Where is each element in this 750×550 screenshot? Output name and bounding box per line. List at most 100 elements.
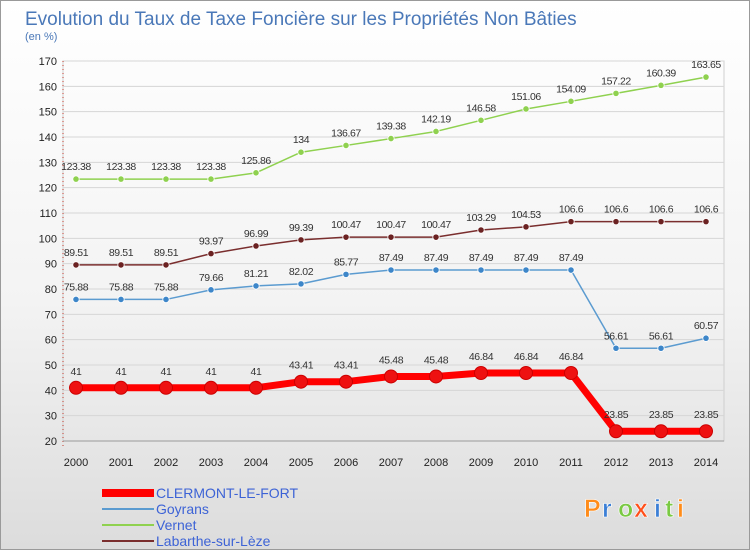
- data-label: 56.61: [604, 330, 629, 342]
- series-goyrans: 75.88 75.88 75.88 79.66 81.21 82.02 85.77 87.49…: [64, 252, 719, 352]
- data-label: 75.88: [154, 281, 179, 293]
- data-label: 136.67: [331, 127, 361, 139]
- chart-title: Evolution du Taux de Taxe Foncière sur l…: [25, 9, 577, 30]
- data-label: 134: [293, 134, 310, 146]
- data-label: 160.39: [646, 67, 676, 79]
- logo-letter: t: [665, 495, 674, 523]
- data-point: [297, 148, 305, 156]
- x-tick-label: 2010: [514, 457, 538, 469]
- data-point: [297, 236, 305, 244]
- x-tick-label: 2003: [199, 457, 223, 469]
- data-point: [477, 116, 485, 124]
- data-point: [117, 261, 125, 269]
- data-point: [654, 424, 668, 439]
- data-label: 89.51: [109, 247, 134, 259]
- data-point: [432, 127, 440, 136]
- x-tick-label: 2006: [334, 457, 358, 469]
- data-point: [252, 242, 260, 250]
- data-point: [429, 369, 443, 384]
- data-point: [702, 73, 710, 81]
- y-tick-label: 60: [45, 335, 57, 347]
- data-point: [609, 424, 623, 439]
- data-label: 87.49: [379, 252, 404, 264]
- x-tick-label: 2009: [469, 457, 493, 469]
- data-label: 100.47: [421, 219, 451, 231]
- data-label: 100.47: [331, 219, 361, 231]
- y-tick-label: 30: [45, 411, 57, 423]
- y-tick-label: 130: [39, 157, 57, 169]
- legend: CLERMONT-LE-FORTGoyransVernetLabarthe-su…: [102, 485, 299, 549]
- data-point: [72, 261, 80, 269]
- data-point: [207, 175, 215, 183]
- x-tick-label: 2014: [694, 457, 718, 469]
- data-label: 41: [251, 366, 262, 378]
- y-tick-label: 160: [39, 81, 57, 93]
- data-label: 123.38: [151, 161, 181, 173]
- data-point: [387, 134, 395, 143]
- data-point: [477, 266, 485, 274]
- data-label: 23.85: [649, 409, 674, 421]
- data-point: [117, 175, 125, 183]
- data-point: [252, 169, 260, 177]
- data-label: 89.51: [154, 247, 179, 259]
- data-label: 123.38: [196, 161, 226, 173]
- data-label: 41: [71, 366, 82, 378]
- data-label: 85.77: [334, 256, 359, 268]
- data-point: [522, 105, 530, 113]
- data-point: [702, 334, 710, 342]
- y-axis-unit: (en %): [25, 31, 57, 43]
- logo-letter: r: [602, 495, 612, 523]
- x-tick-label: 2007: [379, 457, 403, 469]
- data-point: [342, 233, 350, 241]
- data-label: 151.06: [511, 91, 541, 103]
- y-tick-label: 70: [45, 309, 57, 321]
- data-point: [567, 97, 575, 105]
- data-point: [249, 380, 263, 395]
- legend-swatch: [102, 540, 154, 542]
- data-point: [699, 424, 713, 439]
- series-labarthe-sur-l-ze: 89.51 89.51 89.51 93.97 96.99 99.39 100.47 100.…: [64, 204, 719, 269]
- data-point: [114, 380, 128, 395]
- data-label: 123.38: [106, 161, 136, 173]
- data-point: [252, 282, 260, 290]
- data-point: [657, 344, 665, 352]
- legend-swatch: [102, 489, 154, 497]
- y-tick-label: 140: [39, 132, 57, 144]
- data-label: 87.49: [559, 252, 584, 264]
- data-label: 106.6: [649, 204, 674, 216]
- data-point: [384, 369, 398, 384]
- data-point: [387, 266, 395, 274]
- logo-letter: o: [618, 495, 633, 523]
- y-tick-label: 170: [39, 56, 57, 68]
- data-point: [567, 218, 575, 226]
- data-point: [162, 175, 170, 183]
- data-label: 87.49: [514, 252, 539, 264]
- data-label: 106.6: [559, 204, 584, 216]
- legend-label: CLERMONT-LE-FORT: [156, 485, 299, 501]
- x-tick-label: 2002: [154, 457, 178, 469]
- data-label: 41: [206, 366, 217, 378]
- data-point: [702, 218, 710, 226]
- series-clermont-le-fort: 41 41 41 41 41 43.41 43.41 45.48 45.48 46.84 46.84…: [69, 351, 719, 439]
- data-label: 75.88: [64, 281, 89, 293]
- data-label: 142.19: [421, 113, 451, 125]
- logo-letter: i: [654, 495, 661, 523]
- logo-letter: P: [584, 495, 601, 523]
- data-label: 99.39: [289, 222, 314, 234]
- data-point: [387, 233, 395, 241]
- data-label: 56.61: [649, 330, 674, 342]
- series-layer: 123.38 123.38 123.38 123.38 125.86 134 136.67 1…: [61, 59, 722, 439]
- data-label: 43.41: [289, 360, 314, 372]
- logo-letter: x: [634, 495, 648, 523]
- data-point: [339, 374, 353, 389]
- data-point: [297, 280, 305, 288]
- data-label: 46.84: [559, 351, 584, 363]
- data-label: 163.65: [691, 59, 721, 71]
- y-tick-label: 110: [39, 208, 57, 220]
- data-label: 45.48: [424, 354, 449, 366]
- x-tick-label: 2011: [559, 457, 583, 469]
- data-point: [159, 380, 173, 395]
- y-tick-label: 50: [45, 360, 57, 372]
